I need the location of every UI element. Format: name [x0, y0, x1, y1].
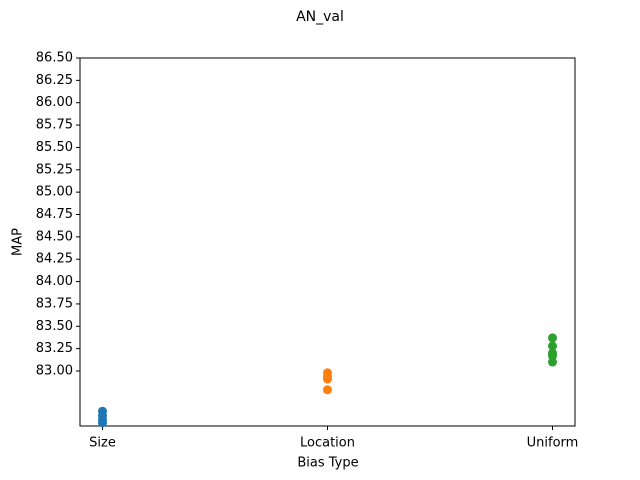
x-tick-label: Location [300, 436, 355, 451]
y-tick-label: 83.25 [36, 341, 73, 356]
x-tick-label: Uniform [527, 436, 579, 451]
y-tick-label: 86.00 [36, 95, 73, 110]
chart-title: AN_val [296, 9, 344, 25]
y-tick-label: 85.75 [36, 118, 73, 133]
x-tick-label: Size [89, 436, 116, 451]
y-tick-label: 84.75 [36, 207, 73, 222]
scatter-point [323, 374, 332, 384]
y-tick-label: 86.50 [36, 51, 73, 66]
y-tick-label: 86.25 [36, 73, 73, 88]
y-tick-label: 83.00 [36, 364, 73, 379]
scatter-point [548, 341, 557, 351]
y-tick-label: 83.50 [36, 319, 73, 334]
scatter-point [548, 351, 557, 361]
y-tick-label: 85.00 [36, 185, 73, 200]
y-tick-label: 83.75 [36, 296, 73, 311]
y-tick-label: 85.25 [36, 162, 73, 177]
y-tick-label: 84.00 [36, 274, 73, 289]
x-axis-label: Bias Type [297, 456, 358, 471]
scatter-point [548, 333, 557, 343]
scatter-point [323, 385, 332, 395]
y-tick-label: 85.50 [36, 140, 73, 155]
y-tick-label: 84.25 [36, 252, 73, 267]
scatter-point [548, 357, 557, 367]
y-tick-label: 84.50 [36, 229, 73, 244]
scatter-point [98, 418, 107, 428]
y-axis-label: MAP [11, 228, 26, 256]
